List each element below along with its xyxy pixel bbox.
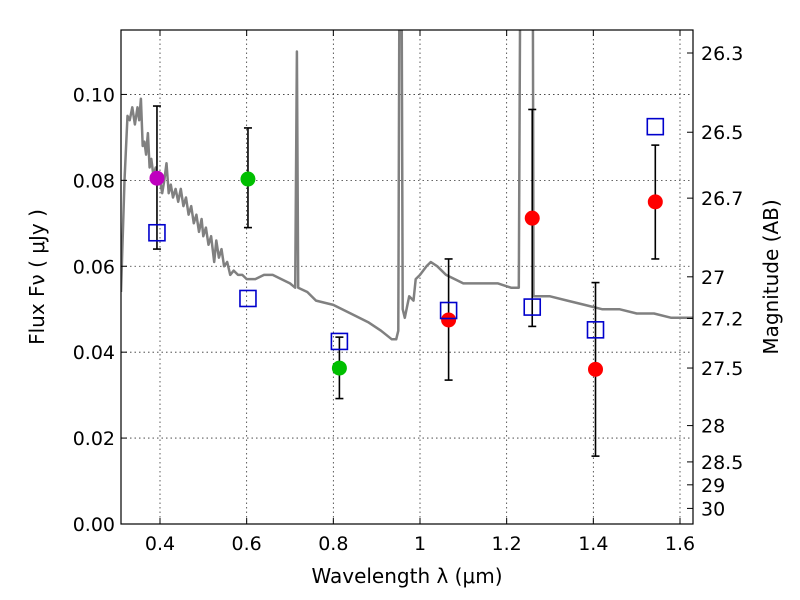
photometry-point	[441, 312, 457, 328]
y-tick-label: 0.08	[73, 170, 115, 192]
x-tick-label: 0.8	[318, 533, 348, 555]
x-axis-label: Wavelength λ (μm)	[311, 564, 502, 588]
right-tick-label: 28.5	[701, 452, 743, 474]
grid-lines	[121, 30, 693, 525]
right-tick-label: 27	[701, 267, 725, 289]
y-tick-label: 0.06	[73, 256, 115, 278]
photometry-point	[240, 171, 256, 187]
right-tick-label: 27.5	[701, 358, 743, 380]
photometry-point	[588, 361, 603, 377]
right-tick-label: 26.3	[701, 43, 743, 65]
photometry-point	[647, 194, 663, 210]
x-tick-labels: 0.4 0.6 0.8 1 1.2 1.4 1.6	[145, 533, 695, 555]
x-tick-label: 1.6	[665, 533, 695, 555]
photometry-point	[149, 170, 165, 186]
right-tick-label: 27.2	[701, 308, 743, 330]
x-tick-label: 0.4	[145, 533, 175, 555]
axis-ticks	[121, 30, 693, 525]
right-tick-label: 29	[701, 475, 725, 497]
y-tick-labels: 0.00 0.02 0.04 0.06 0.08 0.10	[73, 84, 115, 536]
y-tick-label: 0.00	[73, 514, 115, 536]
right-tick-label: 30	[701, 498, 725, 520]
photometry-point	[331, 360, 347, 376]
x-tick-label: 1.2	[492, 533, 522, 555]
plot-frame	[120, 29, 694, 525]
x-tick-label: 1.4	[578, 533, 608, 555]
model-square	[439, 301, 458, 320]
right-axis-label: Magnitude (AB)	[759, 199, 783, 354]
y-tick-label: 0.04	[73, 342, 115, 364]
right-tick-label: 28	[701, 416, 725, 438]
y-axis-label: Flux Fν ( μJy )	[25, 209, 49, 345]
model-square	[646, 117, 665, 136]
model-square	[330, 332, 349, 351]
photometry-point	[524, 210, 540, 226]
model-photometry-markers	[148, 117, 665, 351]
x-tick-label: 0.6	[232, 533, 262, 555]
right-tick-label: 26.5	[701, 122, 743, 144]
x-tick-label: 1	[414, 533, 426, 555]
right-tick-label: 26.7	[701, 188, 743, 210]
error-bars	[152, 105, 660, 457]
model-square	[148, 223, 166, 242]
photometry-points	[149, 170, 663, 377]
y-tick-label: 0.10	[73, 84, 115, 106]
model-square	[523, 298, 542, 316]
y-tick-label: 0.02	[73, 428, 115, 450]
model-spectrum-line	[121, 30, 693, 341]
model-square	[239, 289, 257, 308]
model-square	[586, 321, 605, 339]
